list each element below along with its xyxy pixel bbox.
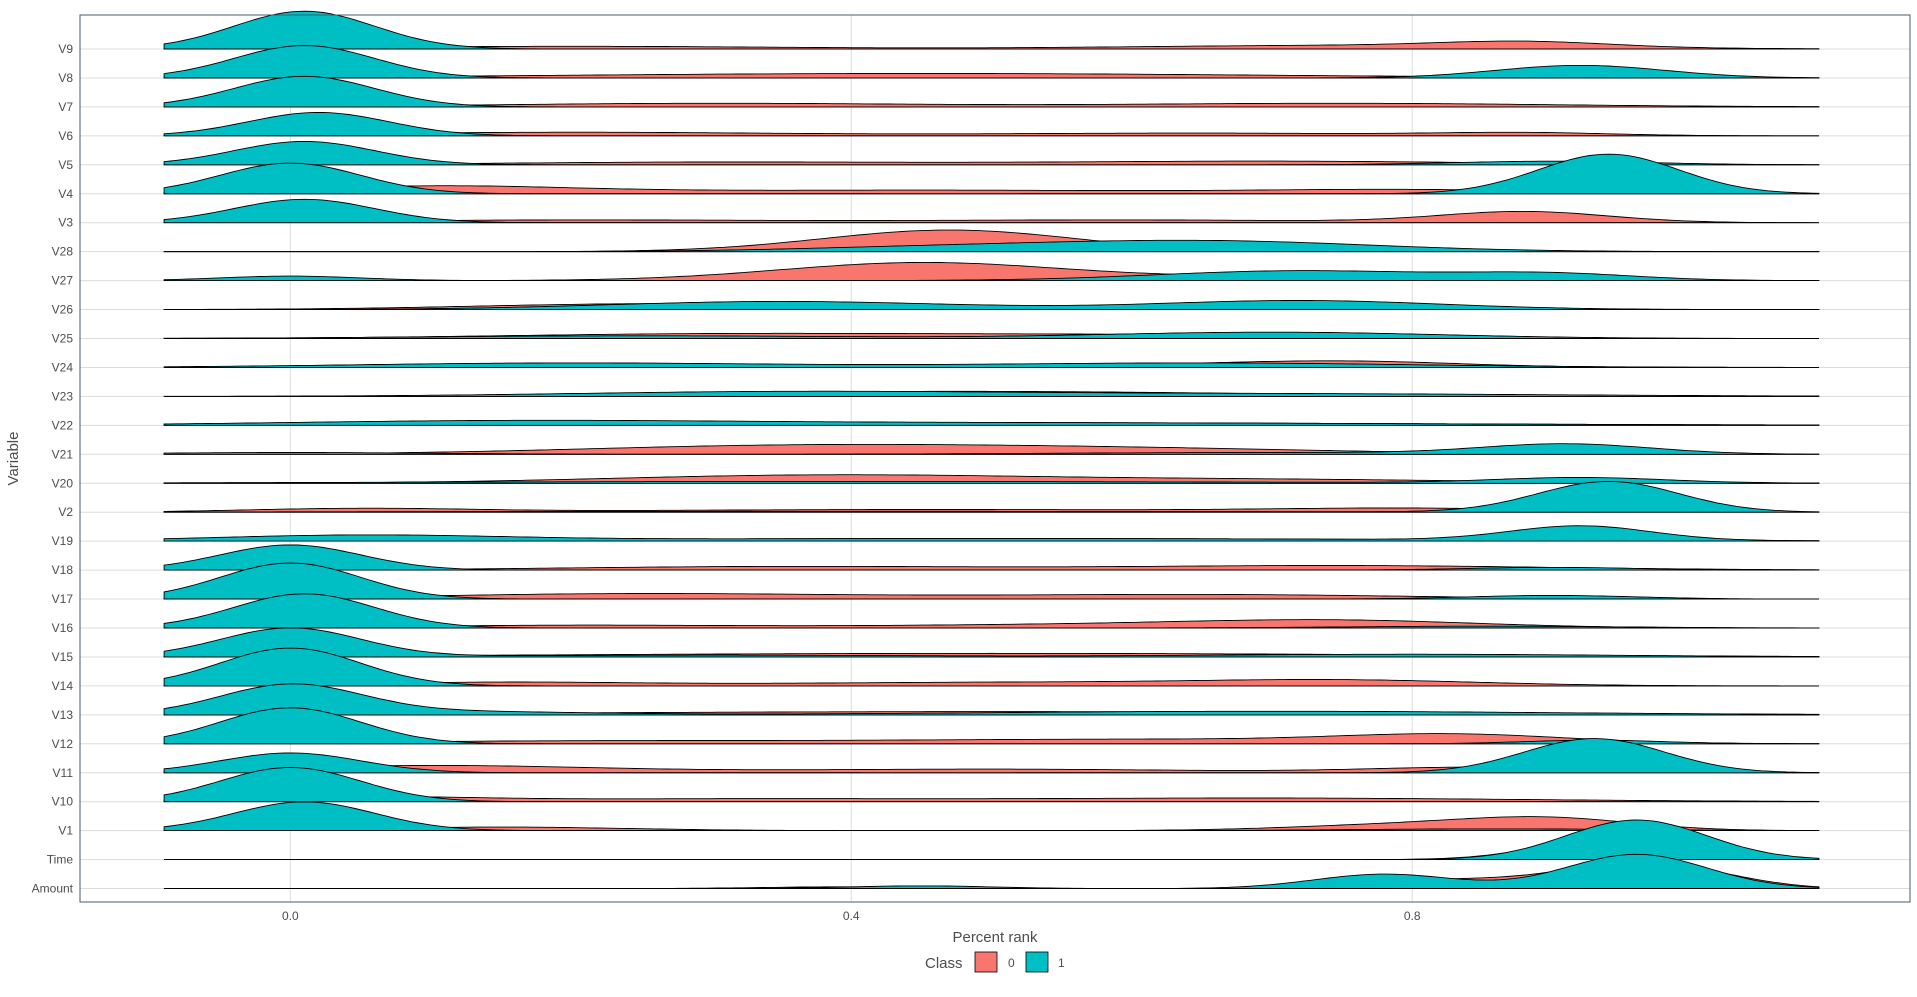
y-tick-label: V18 xyxy=(52,563,74,577)
ridge-v18-class1 xyxy=(163,544,1819,571)
legend-key-class-1 xyxy=(1025,951,1049,973)
ridge-v2-class1 xyxy=(163,480,1820,513)
ridge-v17-class1 xyxy=(163,562,1819,600)
legend-title: Class xyxy=(925,955,963,972)
ridge-v22-class1 xyxy=(163,419,1820,426)
y-tick-label: V9 xyxy=(58,42,73,56)
ridge-v26-class1 xyxy=(163,300,1820,311)
y-tick-label: V15 xyxy=(52,650,74,664)
x-tick-labels: 0.0 0.4 0.8 xyxy=(282,909,1421,923)
ridge-v20-class1 xyxy=(163,476,1820,484)
y-tick-label: Time xyxy=(47,853,74,867)
ridge-v6-class1 xyxy=(163,112,1819,137)
y-tick-label: V4 xyxy=(58,187,73,201)
x-tick-label: 0.4 xyxy=(843,909,860,923)
y-tick-label: V22 xyxy=(52,418,74,432)
y-tick-label: V7 xyxy=(58,100,73,114)
y-tick-label: V19 xyxy=(52,534,74,548)
ridge-v28-class1 xyxy=(163,239,1820,253)
y-tick-label: V5 xyxy=(58,158,73,172)
ridge-v25-class1 xyxy=(163,331,1819,339)
ridge-v5-class1 xyxy=(163,140,1820,166)
y-tick-label: V3 xyxy=(58,216,73,230)
y-tick-label: V20 xyxy=(52,476,74,490)
ridge-v3-class1 xyxy=(163,198,1819,224)
ridge-v19-class1 xyxy=(163,525,1820,542)
y-tick-label: Amount xyxy=(32,882,74,896)
x-axis-title: Percent rank xyxy=(952,929,1038,946)
y-tick-label: V12 xyxy=(52,737,74,751)
ridge-v7-class1 xyxy=(163,75,1819,108)
y-tick-label: V27 xyxy=(52,274,74,288)
y-tick-label: V11 xyxy=(53,766,74,780)
y-tick-label: V10 xyxy=(52,795,74,809)
ridge-v15-class1 xyxy=(163,627,1820,658)
y-tick-label: V17 xyxy=(52,592,74,606)
ridge-v10-class0 xyxy=(163,796,1820,803)
panel-border xyxy=(79,14,1911,903)
ridge-v4-class1 xyxy=(163,153,1820,195)
y-tick-label: V28 xyxy=(52,245,74,259)
y-tick-label: V21 xyxy=(52,447,74,461)
ridge-v8-class1 xyxy=(163,45,1820,79)
legend: Class 0 1 xyxy=(925,951,1065,973)
ridge-v14-class1 xyxy=(163,647,1819,687)
ridge-v10-class1 xyxy=(163,767,1819,803)
y-tick-label: V14 xyxy=(52,679,74,693)
y-tick-label: V8 xyxy=(58,71,73,85)
legend-label-class-1: 1 xyxy=(1058,956,1065,970)
ridges-layer xyxy=(163,10,1820,889)
ridge-v21-class1 xyxy=(163,443,1820,455)
y-tick-label: V26 xyxy=(52,303,74,317)
ridge-v13-class1 xyxy=(163,683,1820,716)
y-tick-label: V1 xyxy=(58,824,73,838)
y-tick-label: V6 xyxy=(58,129,73,143)
ridge-v23-class1 xyxy=(163,390,1820,397)
y-tick-label: V13 xyxy=(52,708,74,722)
legend-key-class-0 xyxy=(974,951,998,973)
y-tick-label: V24 xyxy=(52,360,74,374)
ridge-v16-class1 xyxy=(163,593,1820,629)
ridge-v11-class1 xyxy=(163,738,1820,774)
ridge-v1-class1 xyxy=(163,801,1820,832)
x-tick-label: 0.0 xyxy=(282,909,299,923)
y-axis-title: Variable xyxy=(5,432,22,486)
ridge-amount-class1 xyxy=(164,853,1820,889)
y-tick-label: V23 xyxy=(52,389,74,403)
y-tick-label: V16 xyxy=(52,621,74,635)
y-tick-labels: Amount Time V1 V10 V11 V12 V13 V14 V15 V16 V17 V18 V… xyxy=(32,42,74,896)
y-tick-label: V25 xyxy=(52,332,74,346)
ridge-v24-class1 xyxy=(163,362,1819,368)
ridge-v27-class1 xyxy=(163,270,1820,282)
y-tick-label: V2 xyxy=(58,505,73,519)
ridge-v12-class1 xyxy=(163,707,1819,745)
x-tick-label: 0.8 xyxy=(1404,909,1421,923)
legend-label-class-0: 0 xyxy=(1008,956,1015,970)
